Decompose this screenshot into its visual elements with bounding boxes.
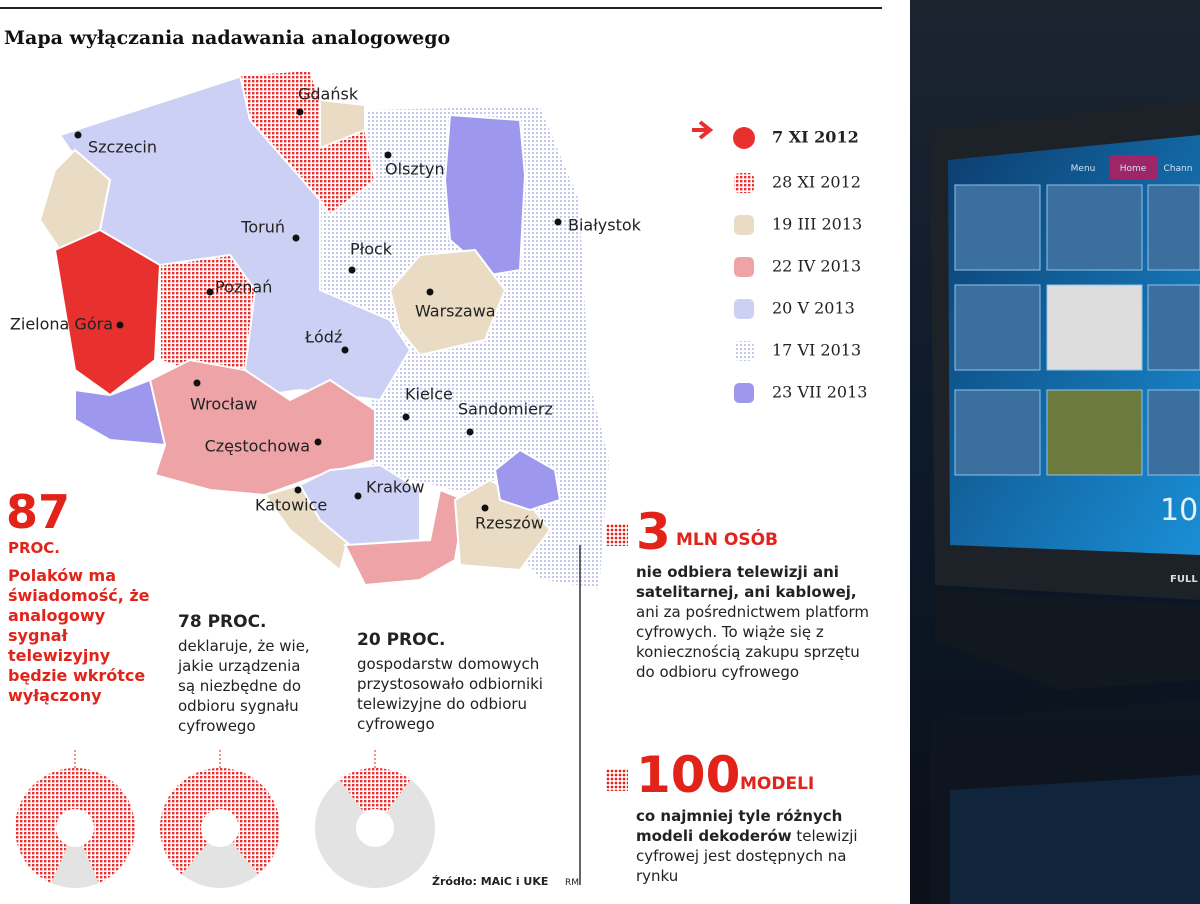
stat-text: gospodarstw domowych przystosowało odbio… xyxy=(357,655,543,733)
arrow xyxy=(692,120,714,140)
city-dot xyxy=(481,504,489,512)
donut-arc xyxy=(14,768,136,884)
city-label: Katowice xyxy=(255,496,327,515)
city-dot xyxy=(296,108,304,116)
credit: RM xyxy=(565,878,580,888)
city-dot xyxy=(294,486,302,494)
city-label: Warszawa xyxy=(415,302,496,321)
legend-label: 7 XI 2012 xyxy=(772,128,859,147)
fact-number: 3 xyxy=(636,503,671,561)
stat-number: 78 PROC. xyxy=(178,612,267,632)
legend-marker xyxy=(734,173,754,193)
region xyxy=(238,68,377,217)
city-label: Kielce xyxy=(405,385,453,404)
region xyxy=(319,98,366,150)
fact-body: ani za pośrednictwem platform cyfrowych.… xyxy=(636,603,869,681)
fact-unit: MLN OSÓB xyxy=(676,530,778,550)
icon xyxy=(606,769,628,791)
stat-text: Polaków ma świadomość, że analogowy sygn… xyxy=(8,566,150,705)
city-dot xyxy=(341,346,349,354)
legend-marker xyxy=(734,215,754,235)
region xyxy=(493,448,562,512)
title: Mapa wyłączania nadawania analogowego xyxy=(4,27,450,49)
city-dot xyxy=(466,428,474,436)
fact-lead: co najmniej tyle różnych modeli dekoderó… xyxy=(636,807,843,845)
city-label: Kraków xyxy=(366,478,424,497)
city-label: Zielona Góra xyxy=(10,315,113,334)
city-label: Płock xyxy=(350,240,393,259)
city-dot xyxy=(116,321,124,329)
region xyxy=(443,113,527,277)
region xyxy=(298,463,421,547)
fact-text: nie odbiera telewizji ani satelitarnej, … xyxy=(636,562,876,682)
legend-label: 19 III 2013 xyxy=(772,215,862,234)
city-dot xyxy=(348,266,356,274)
city-dot xyxy=(402,413,410,421)
tv-photo xyxy=(910,0,1200,904)
legend-label: 28 XI 2012 xyxy=(772,173,861,192)
city-label: Wrocław xyxy=(190,395,257,414)
fact-text: co najmniej tyle różnych modeli dekoderó… xyxy=(636,806,881,886)
fact-body: telewizji cyfrowej jest dostępnych na ry… xyxy=(636,827,858,885)
region xyxy=(263,483,352,572)
legend-marker xyxy=(734,341,754,361)
city-label: Toruń xyxy=(240,218,285,237)
legend-label: 23 VII 2013 xyxy=(772,383,867,402)
city-dot xyxy=(206,288,214,296)
tv-brand: FULL xyxy=(1170,574,1198,585)
source: Źródło: MAiC i UKE xyxy=(432,875,549,888)
donut-arc xyxy=(160,768,281,875)
city-label: Białystok xyxy=(568,216,642,235)
region xyxy=(159,253,257,377)
tv-menu: Chann xyxy=(1164,164,1193,174)
city-label: Rzeszów xyxy=(475,514,544,533)
region xyxy=(148,358,376,497)
city-label: Sandomierz xyxy=(458,400,553,419)
legend-marker xyxy=(734,383,754,403)
tv-menu: Menu xyxy=(1071,164,1096,174)
region xyxy=(453,478,552,572)
map xyxy=(38,68,612,592)
city-dot xyxy=(426,288,434,296)
city-label: Poznań xyxy=(215,278,272,297)
fact-unit: MODELI xyxy=(740,774,815,794)
city-dot xyxy=(384,151,392,159)
city-dot xyxy=(554,218,562,226)
region xyxy=(53,228,162,397)
stat-number: 20 PROC. xyxy=(357,630,446,650)
city-label: Łódź xyxy=(304,328,342,347)
city-label: Częstochowa xyxy=(205,437,310,456)
city-dot xyxy=(74,131,82,139)
fact-lead: nie odbiera telewizji ani satelitarnej, … xyxy=(636,563,857,601)
icon xyxy=(606,524,628,546)
fact-number: 100 xyxy=(636,746,741,804)
legend-label: 20 V 2013 xyxy=(772,299,855,318)
legend-label: 17 VI 2013 xyxy=(772,341,861,360)
city-dot xyxy=(354,492,362,500)
city-dot xyxy=(314,438,322,446)
city-label: Gdańsk xyxy=(298,85,359,104)
city-dot xyxy=(193,379,201,387)
stat-unit: PROC. xyxy=(8,539,61,557)
legend-marker xyxy=(734,299,754,319)
city-label: Szczecin xyxy=(88,138,157,157)
tv-menu: Home xyxy=(1120,164,1147,174)
city-dot xyxy=(292,234,300,242)
region xyxy=(388,248,507,357)
legend-marker xyxy=(733,127,755,149)
donut-arc xyxy=(339,767,411,813)
stat-number: 87 xyxy=(6,485,71,539)
stat-text: deklaruje, że wie, jakie urządzenia są n… xyxy=(178,637,310,735)
city-label: Olsztyn xyxy=(385,160,445,179)
tv-clock: 10: xyxy=(1160,493,1200,528)
legend-label: 22 IV 2013 xyxy=(772,257,861,276)
legend-marker xyxy=(734,257,754,277)
